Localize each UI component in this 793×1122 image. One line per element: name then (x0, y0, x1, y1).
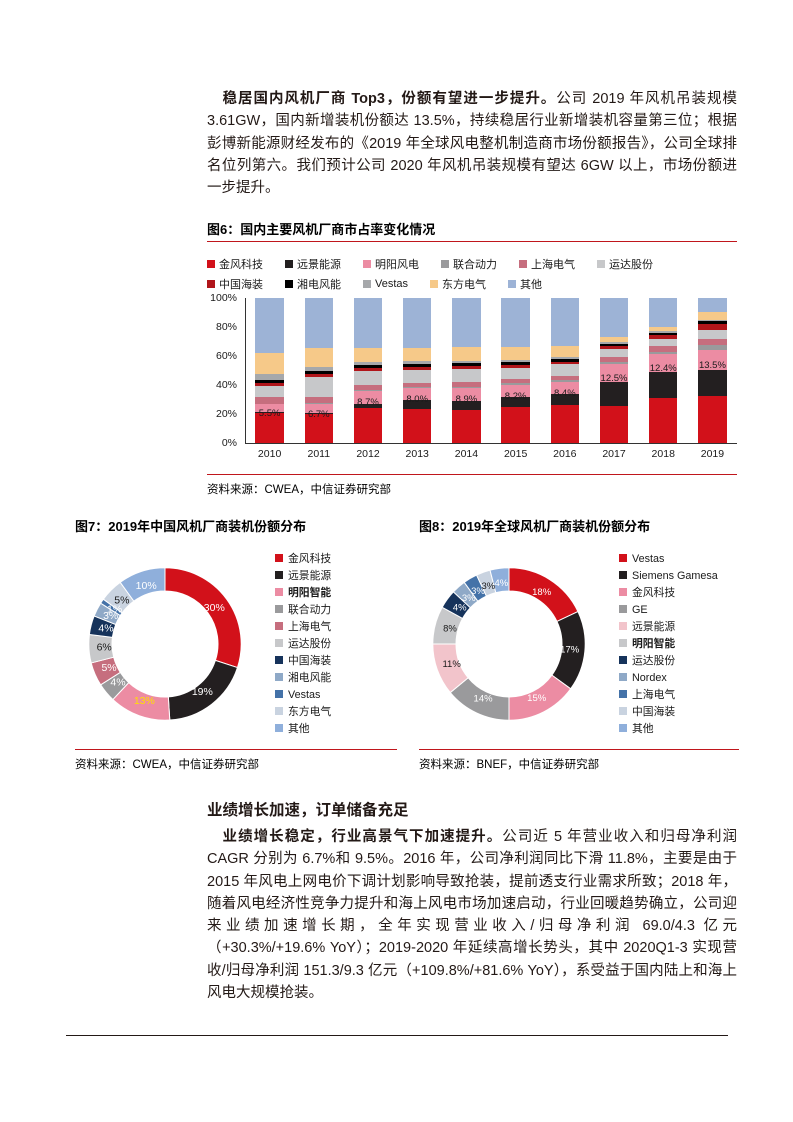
svg-text:18%: 18% (532, 587, 552, 598)
svg-text:30%: 30% (204, 602, 225, 614)
svg-text:19%: 19% (192, 686, 213, 698)
svg-text:11%: 11% (442, 659, 461, 670)
svg-text:14%: 14% (474, 694, 494, 705)
svg-text:8%: 8% (443, 623, 457, 634)
svg-text:4%: 4% (494, 578, 508, 589)
svg-text:6%: 6% (97, 642, 112, 654)
svg-text:4%: 4% (453, 603, 467, 614)
svg-text:15%: 15% (527, 693, 547, 704)
svg-text:17%: 17% (560, 644, 580, 655)
svg-text:4%: 4% (110, 677, 125, 689)
svg-text:4%: 4% (98, 623, 113, 635)
svg-text:10%: 10% (136, 580, 157, 592)
svg-text:13%: 13% (134, 695, 155, 707)
svg-text:5%: 5% (101, 662, 116, 674)
svg-text:5%: 5% (114, 595, 129, 607)
